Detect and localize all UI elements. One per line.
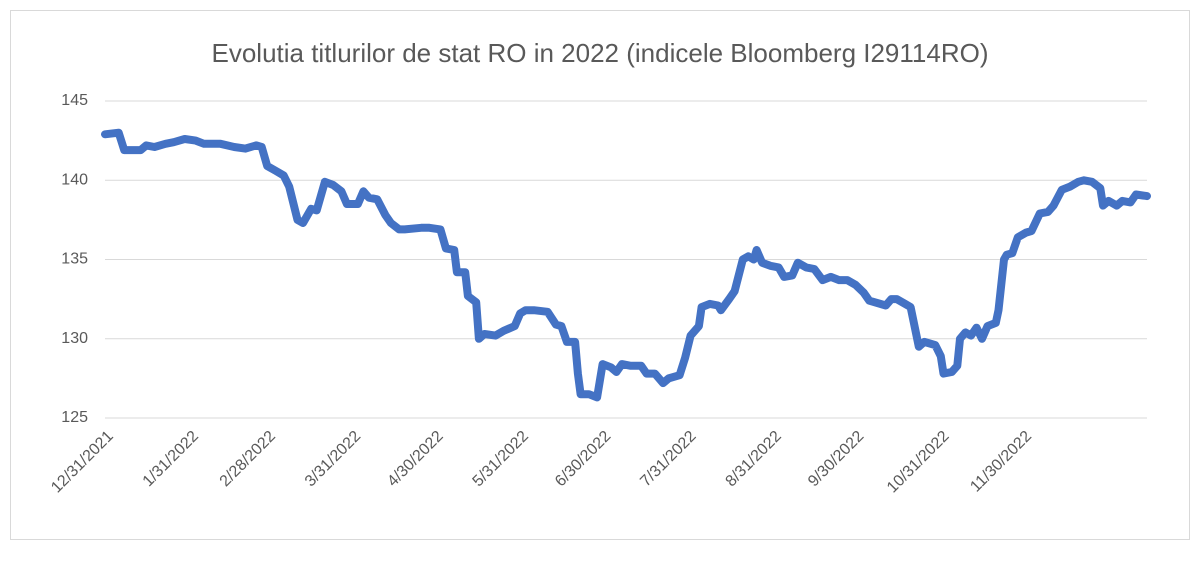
y-tick-label: 145: [61, 92, 88, 109]
y-tick-label: 140: [61, 171, 88, 188]
y-tick-label: 135: [61, 251, 88, 268]
y-tick-label: 130: [61, 330, 88, 347]
y-tick-label: 125: [61, 409, 88, 426]
chart-title: Evolutia titlurilor de stat RO in 2022 (…: [211, 38, 988, 68]
chart-frame: [10, 10, 1190, 540]
data-line: [101, 128, 1151, 402]
